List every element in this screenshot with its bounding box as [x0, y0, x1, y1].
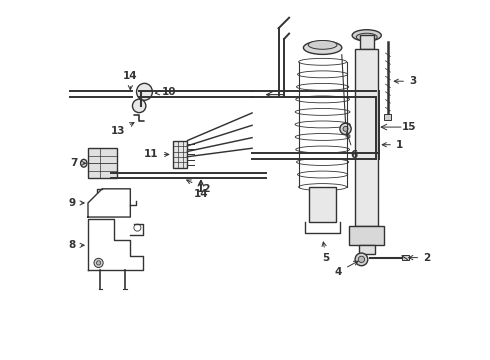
Text: 14: 14	[123, 71, 138, 90]
Text: 12: 12	[187, 180, 212, 194]
Bar	[355, 49, 378, 226]
Circle shape	[358, 256, 365, 262]
Text: 1: 1	[382, 140, 403, 150]
Circle shape	[97, 261, 101, 265]
Ellipse shape	[80, 159, 87, 167]
Ellipse shape	[352, 30, 381, 41]
Bar	[349, 226, 384, 245]
Text: 14: 14	[194, 180, 208, 199]
Text: 7: 7	[70, 158, 86, 168]
Text: 5: 5	[322, 242, 330, 262]
Ellipse shape	[303, 41, 342, 54]
Text: 15: 15	[402, 122, 416, 132]
Bar	[384, 114, 392, 120]
Circle shape	[343, 126, 348, 131]
Text: 6: 6	[346, 132, 358, 160]
Bar	[359, 245, 375, 254]
Ellipse shape	[132, 99, 146, 113]
Ellipse shape	[356, 33, 377, 41]
Bar	[402, 255, 409, 260]
Bar	[88, 148, 117, 178]
Bar	[309, 187, 336, 222]
Text: 2: 2	[409, 253, 430, 262]
Text: 13: 13	[111, 122, 134, 136]
Text: 10: 10	[155, 87, 176, 97]
Text: 3: 3	[394, 76, 416, 86]
Bar	[172, 141, 188, 168]
Circle shape	[94, 258, 103, 267]
Circle shape	[340, 123, 351, 135]
Ellipse shape	[308, 40, 337, 49]
Bar	[360, 35, 374, 49]
Text: 9: 9	[69, 198, 84, 208]
Text: 4: 4	[335, 261, 358, 277]
Ellipse shape	[137, 83, 152, 100]
Text: 11: 11	[144, 149, 169, 159]
Circle shape	[355, 253, 368, 266]
Text: 8: 8	[69, 240, 84, 250]
